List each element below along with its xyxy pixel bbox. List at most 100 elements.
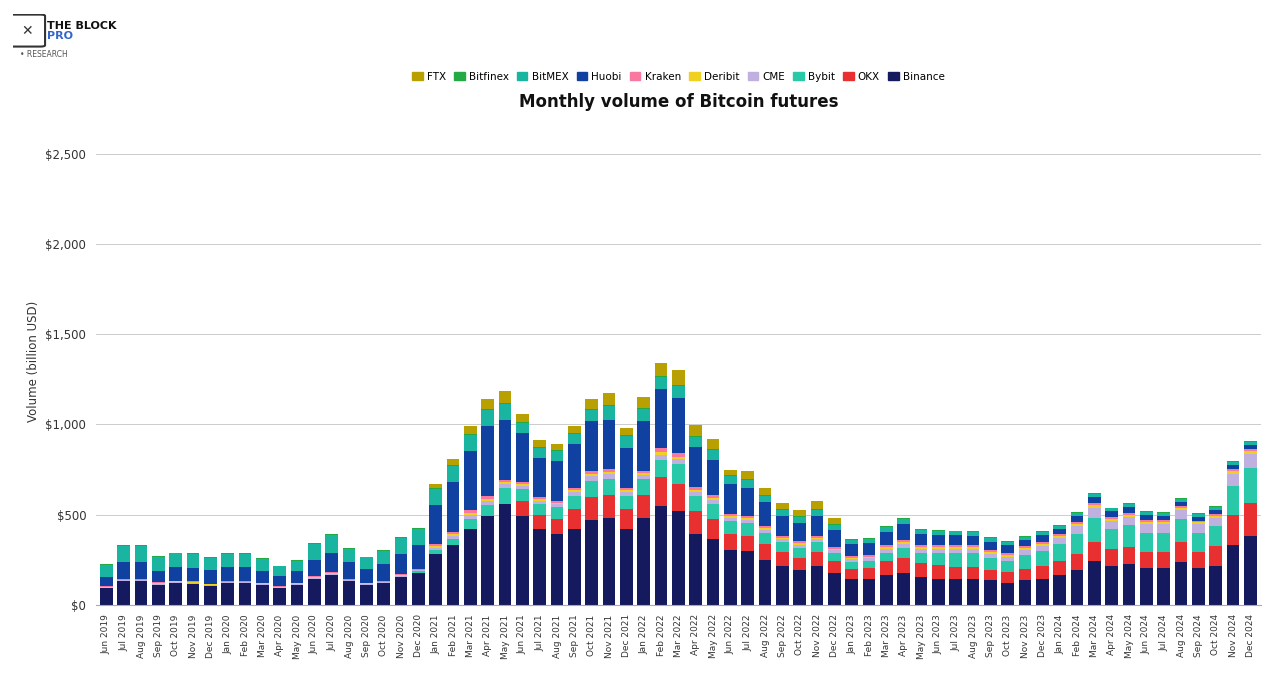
Bar bbox=[724, 484, 737, 514]
Bar bbox=[603, 475, 616, 480]
Bar bbox=[447, 482, 460, 532]
Bar bbox=[828, 573, 841, 605]
Bar bbox=[1226, 545, 1239, 605]
Bar bbox=[776, 566, 788, 605]
Bar bbox=[256, 582, 269, 583]
Bar bbox=[724, 475, 737, 476]
Bar bbox=[1088, 498, 1101, 503]
Bar bbox=[221, 582, 234, 583]
Bar bbox=[169, 567, 182, 580]
Bar bbox=[499, 420, 511, 480]
Bar bbox=[1088, 493, 1101, 494]
Bar bbox=[187, 584, 200, 605]
Bar bbox=[794, 523, 806, 541]
Bar bbox=[187, 555, 200, 568]
Bar bbox=[672, 484, 685, 511]
Bar bbox=[378, 564, 390, 581]
Bar bbox=[1244, 445, 1257, 450]
Bar bbox=[550, 451, 563, 461]
Bar bbox=[741, 552, 754, 605]
Bar bbox=[828, 518, 841, 525]
Bar bbox=[152, 582, 165, 583]
Bar bbox=[915, 549, 927, 553]
Bar bbox=[394, 574, 407, 575]
Bar bbox=[724, 521, 737, 534]
Bar bbox=[325, 534, 338, 553]
Bar bbox=[239, 553, 251, 554]
Bar bbox=[655, 377, 667, 389]
Bar bbox=[603, 393, 616, 405]
Bar bbox=[950, 546, 963, 548]
Bar bbox=[863, 562, 876, 568]
Bar bbox=[1019, 546, 1032, 548]
Bar bbox=[550, 519, 563, 534]
Bar bbox=[1192, 568, 1204, 605]
Bar bbox=[465, 434, 476, 451]
Bar bbox=[915, 534, 927, 546]
Bar bbox=[550, 534, 563, 605]
Bar bbox=[1053, 575, 1066, 605]
Bar bbox=[308, 576, 321, 577]
Bar bbox=[239, 583, 251, 605]
Bar bbox=[481, 409, 494, 410]
Bar bbox=[1053, 529, 1066, 534]
Bar bbox=[152, 571, 165, 582]
Bar bbox=[915, 546, 927, 548]
Y-axis label: Volume (billion USD): Volume (billion USD) bbox=[27, 301, 40, 422]
Bar bbox=[759, 495, 772, 496]
Bar bbox=[966, 546, 979, 548]
Bar bbox=[568, 491, 581, 496]
Bar bbox=[759, 544, 772, 559]
Bar bbox=[672, 398, 685, 452]
Bar bbox=[1192, 521, 1204, 523]
Bar bbox=[603, 518, 616, 605]
Bar bbox=[897, 541, 910, 544]
Bar bbox=[950, 532, 963, 535]
Bar bbox=[1244, 450, 1257, 451]
Bar bbox=[1106, 518, 1117, 521]
Bar bbox=[932, 549, 945, 553]
Bar bbox=[846, 540, 858, 544]
Bar bbox=[741, 488, 754, 516]
Bar bbox=[741, 471, 754, 479]
Bar bbox=[759, 559, 772, 605]
Bar bbox=[1053, 534, 1066, 536]
Bar bbox=[1210, 516, 1222, 518]
Bar bbox=[741, 520, 754, 523]
Bar bbox=[585, 471, 598, 474]
Bar bbox=[690, 511, 701, 534]
Bar bbox=[984, 558, 997, 569]
Bar bbox=[881, 527, 892, 532]
Bar bbox=[1157, 512, 1170, 513]
Bar bbox=[915, 530, 927, 534]
Bar bbox=[481, 400, 494, 409]
Bar bbox=[1140, 532, 1153, 553]
Bar bbox=[810, 510, 823, 516]
Bar bbox=[794, 569, 806, 605]
Bar bbox=[412, 545, 425, 569]
Bar bbox=[1175, 498, 1188, 499]
Bar bbox=[1210, 546, 1222, 566]
Bar bbox=[984, 580, 997, 605]
Bar bbox=[828, 548, 841, 550]
Bar bbox=[516, 433, 529, 482]
Bar bbox=[134, 546, 147, 562]
Bar bbox=[221, 554, 234, 567]
Bar bbox=[724, 514, 737, 516]
Bar bbox=[846, 544, 858, 555]
Bar bbox=[378, 551, 390, 564]
Bar bbox=[1140, 512, 1153, 515]
Bar bbox=[1226, 486, 1239, 516]
Bar bbox=[465, 515, 476, 519]
Bar bbox=[343, 562, 356, 579]
Bar bbox=[655, 477, 667, 505]
Bar bbox=[810, 516, 823, 536]
Bar bbox=[672, 459, 685, 464]
Bar bbox=[481, 499, 494, 500]
FancyBboxPatch shape bbox=[8, 15, 45, 47]
Bar bbox=[1001, 542, 1014, 546]
Bar bbox=[430, 488, 442, 489]
Bar bbox=[846, 555, 858, 557]
Bar bbox=[1140, 525, 1153, 532]
Bar bbox=[690, 491, 701, 496]
